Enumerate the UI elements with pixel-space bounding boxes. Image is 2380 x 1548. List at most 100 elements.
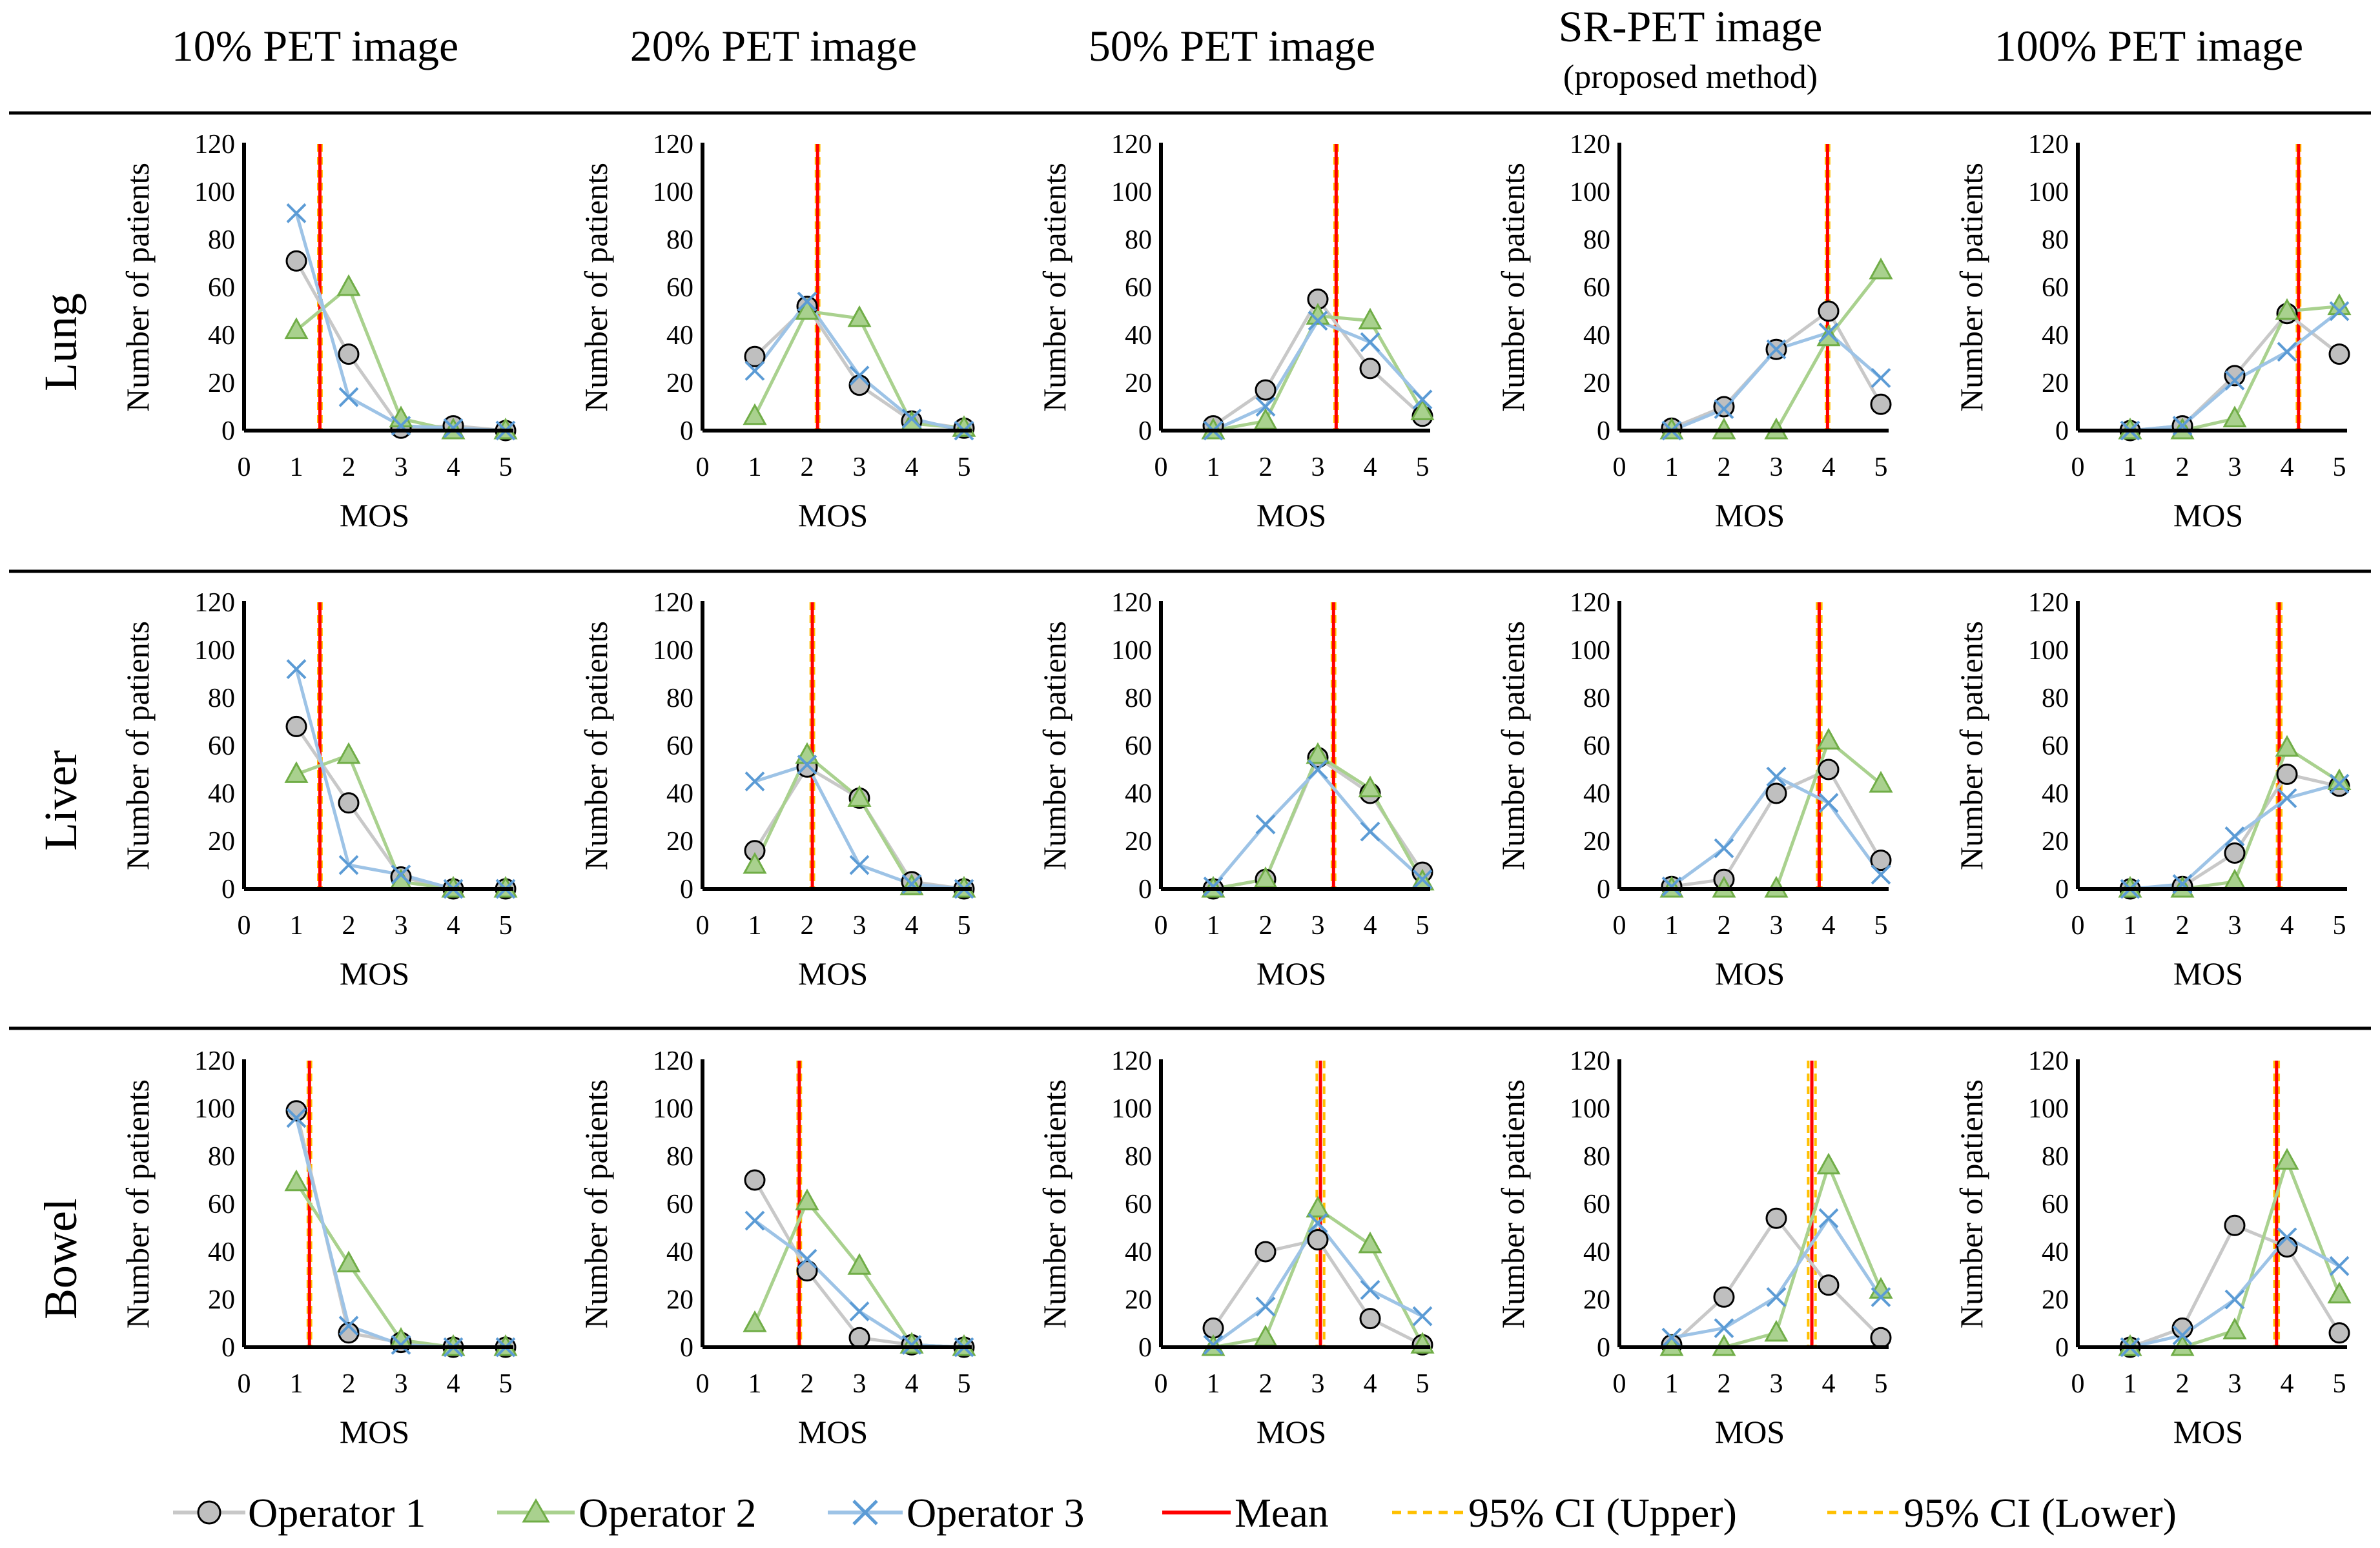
x-tick-label: 4 [2281, 1369, 2294, 1399]
x-axis-label: MOS [1715, 497, 1785, 533]
point-operator-2 [743, 1310, 767, 1332]
point-operator-3 [2329, 301, 2350, 321]
y-axis-label: Number of patients [1036, 1079, 1072, 1329]
point-operator-3 [2277, 341, 2297, 362]
x-tick-label: 0 [1613, 453, 1626, 482]
y-tick-label: 120 [1570, 588, 1610, 618]
legend-ci-lower-label: 95% CI (Lower) [1903, 1490, 2177, 1536]
point-operator-1 [1255, 1241, 1277, 1263]
point-operator-3 [744, 1210, 765, 1231]
point-operator-1 [285, 250, 307, 272]
legend-op2-label: Operator 2 [579, 1490, 756, 1536]
y-tick-label: 100 [194, 1094, 235, 1124]
point-operator-1 [1765, 782, 1787, 804]
x-tick-label: 1 [1207, 911, 1220, 941]
y-tick-label: 40 [666, 1237, 693, 1267]
x-tick-label: 4 [905, 911, 919, 941]
y-tick-label: 20 [208, 369, 235, 398]
point-operator-3 [1412, 869, 1433, 890]
y-tick-label: 20 [666, 1285, 693, 1315]
point-operator-2 [743, 851, 767, 874]
point-operator-3 [1412, 1306, 1433, 1327]
point-operator-3 [901, 409, 922, 429]
y-tick-label: 20 [208, 1285, 235, 1315]
y-tick-label: 20 [1125, 1285, 1152, 1315]
point-operator-3 [1308, 759, 1328, 780]
point-operator-1 [1765, 1207, 1787, 1229]
point-operator-3 [1818, 1208, 1839, 1228]
point-operator-1 [2224, 365, 2246, 387]
x-tick-label: 1 [1207, 453, 1220, 482]
x-tick-label: 2 [1718, 1369, 1731, 1399]
point-operator-1 [2328, 343, 2350, 365]
x-tick-label: 5 [2333, 453, 2346, 482]
point-operator-1 [2224, 1214, 2246, 1236]
legend-item-ci-upper: 95% CI (Upper) [1392, 1490, 1737, 1536]
point-operator-3 [391, 864, 411, 885]
y-tick-label: 0 [680, 416, 693, 446]
x-tick-label: 2 [801, 1369, 814, 1399]
panel-liver-sr-pet-image: 0 20 40 60 80 100 120 0 1 2 3 4 5 MOS Number of patien… [1495, 588, 1893, 992]
point-operator-2 [795, 298, 819, 320]
x-tick-label: 2 [1259, 453, 1273, 482]
x-tick-label: 3 [395, 1369, 408, 1399]
point-operator-1 [796, 1260, 818, 1282]
point-operator-3 [1203, 1334, 1224, 1355]
legend-item-ci-lower: 95% CI (Lower) [1827, 1490, 2177, 1536]
x-tick-label: 3 [1311, 453, 1325, 482]
y-tick-label: 80 [2042, 1142, 2069, 1172]
y-axis-label: Number of patients [119, 621, 156, 870]
legend-ci-upper-label: 95% CI (Upper) [1468, 1490, 1737, 1536]
y-tick-label: 20 [1583, 369, 1610, 398]
x-tick-label: 1 [1665, 911, 1679, 941]
y-tick-label: 0 [1597, 875, 1610, 904]
y-tick-label: 20 [208, 827, 235, 857]
x-tick-label: 0 [1154, 911, 1168, 941]
y-tick-label: 100 [1111, 1094, 1152, 1124]
x-tick-label: 0 [238, 1369, 251, 1399]
point-operator-2 [847, 785, 872, 807]
panel-liver-50-pet-image: 0 20 40 60 80 100 120 0 1 2 3 4 5 MOS Number of patien… [1036, 588, 1435, 992]
point-operator-2 [336, 1250, 361, 1272]
y-tick-label: 80 [208, 225, 235, 255]
y-tick-label: 40 [666, 321, 693, 351]
y-tick-label: 120 [2028, 130, 2069, 159]
point-operator-2 [284, 317, 309, 340]
legend-op3-label: Operator 3 [907, 1490, 1084, 1536]
x-tick-label: 3 [1311, 1369, 1325, 1399]
x-tick-label: 3 [1311, 911, 1325, 941]
y-tick-label: 80 [1125, 684, 1152, 713]
legend-op2-marker [522, 1498, 550, 1523]
point-operator-3 [1714, 399, 1734, 420]
legend-item-mean: Mean [1162, 1490, 1329, 1536]
point-operator-1 [1359, 1308, 1381, 1330]
point-operator-1 [1870, 393, 1892, 415]
y-tick-label: 80 [1583, 684, 1610, 713]
x-tick-label: 3 [1770, 1369, 1783, 1399]
y-tick-label: 100 [1111, 178, 1152, 207]
series-line-operator-3 [1212, 318, 1424, 433]
column-headers: 10% PET image 20% PET image 50% PET imag… [172, 2, 2303, 96]
x-tick-label: 3 [1770, 453, 1783, 482]
x-tick-label: 2 [1718, 911, 1731, 941]
y-tick-label: 60 [2042, 731, 2069, 761]
y-tick-label: 40 [208, 321, 235, 351]
x-tick-label: 2 [1259, 1369, 1273, 1399]
x-tick-label: 2 [2176, 453, 2190, 482]
point-operator-2 [1816, 324, 1841, 347]
y-tick-label: 0 [2055, 1333, 2069, 1363]
y-tick-label: 80 [666, 684, 693, 713]
y-tick-label: 0 [1597, 1333, 1610, 1363]
x-tick-label: 4 [1364, 453, 1377, 482]
panel-liver-100-pet-image: 0 20 40 60 80 100 120 0 1 2 3 4 5 MOS Number of patien… [1953, 588, 2352, 992]
y-tick-label: 80 [2042, 684, 2069, 713]
x-tick-label: 3 [2228, 453, 2242, 482]
panel-bowel-100-pet-image: 0 20 40 60 80 100 120 0 1 2 3 4 5 MOS Number of patien… [1953, 1046, 2352, 1450]
point-operator-2 [847, 305, 872, 327]
y-tick-label: 40 [208, 1237, 235, 1267]
x-tick-label: 1 [1665, 1369, 1679, 1399]
point-operator-3 [1818, 793, 1839, 813]
point-operator-3 [2329, 773, 2350, 794]
